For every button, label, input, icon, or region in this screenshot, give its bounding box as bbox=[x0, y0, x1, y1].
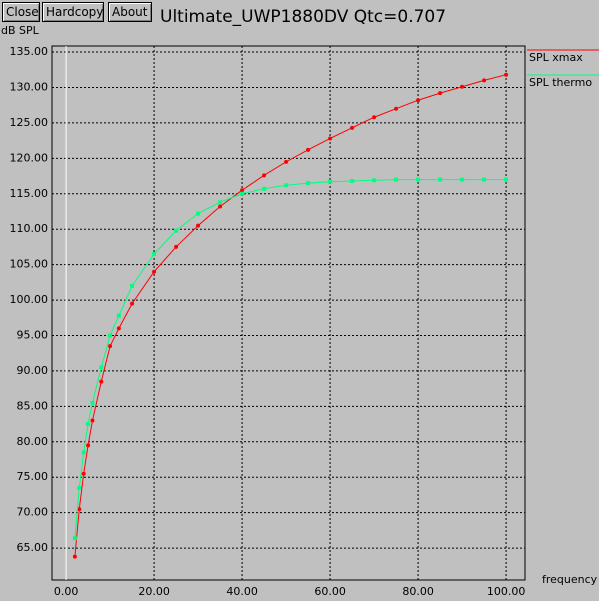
y-tick-label: 90.00 bbox=[17, 364, 49, 377]
y-tick-label: 70.00 bbox=[17, 506, 49, 519]
x-tick-label: 40.00 bbox=[226, 585, 258, 598]
point bbox=[504, 177, 509, 182]
series-line bbox=[74, 74, 507, 557]
point bbox=[306, 147, 311, 152]
point bbox=[394, 177, 399, 182]
point bbox=[240, 191, 245, 196]
series-line bbox=[74, 179, 507, 539]
y-tick-label: 95.00 bbox=[17, 329, 49, 342]
close-button[interactable]: Close bbox=[2, 2, 40, 22]
point bbox=[99, 365, 104, 370]
point bbox=[77, 485, 82, 490]
point bbox=[372, 115, 377, 120]
legend-label: SPL thermo bbox=[529, 76, 592, 89]
point bbox=[174, 244, 179, 249]
point bbox=[152, 252, 157, 257]
y-tick-label: 65.00 bbox=[17, 541, 49, 554]
legend-label: SPL xmax bbox=[529, 51, 583, 64]
y-tick-label: 125.00 bbox=[10, 116, 49, 129]
point bbox=[196, 223, 201, 228]
point bbox=[328, 179, 333, 184]
point bbox=[350, 125, 355, 130]
point bbox=[438, 177, 443, 182]
point bbox=[284, 159, 289, 164]
point bbox=[416, 177, 421, 182]
y-tick-label: 75.00 bbox=[17, 470, 49, 483]
point bbox=[262, 186, 267, 191]
point bbox=[130, 301, 135, 306]
point bbox=[152, 269, 157, 274]
point bbox=[438, 91, 443, 96]
y-tick-label: 135.00 bbox=[10, 45, 49, 58]
hardcopy-button[interactable]: Hardcopy bbox=[42, 2, 104, 22]
point bbox=[262, 173, 267, 178]
point bbox=[130, 283, 135, 288]
point bbox=[240, 188, 245, 193]
point bbox=[394, 106, 399, 111]
point bbox=[174, 228, 179, 233]
point bbox=[99, 379, 104, 384]
point bbox=[350, 179, 355, 184]
point bbox=[108, 344, 113, 349]
y-tick-label: 120.00 bbox=[10, 151, 49, 164]
point bbox=[218, 200, 223, 205]
about-button[interactable]: About bbox=[108, 2, 152, 22]
x-tick-label: 80.00 bbox=[402, 585, 434, 598]
point bbox=[81, 471, 86, 476]
x-tick-label: 0.00 bbox=[54, 585, 79, 598]
point bbox=[460, 177, 465, 182]
chart-title: Ultimate_UWP1880DV Qtc=0.707 bbox=[160, 7, 446, 27]
y-tick-label: 105.00 bbox=[10, 258, 49, 271]
point bbox=[81, 450, 86, 455]
y-axis-label: dB SPL bbox=[1, 24, 40, 37]
y-tick-label: 110.00 bbox=[10, 222, 49, 235]
y-tick-label: 80.00 bbox=[17, 435, 49, 448]
x-axis-label: frequency bbox=[542, 573, 598, 586]
point bbox=[482, 177, 487, 182]
point bbox=[108, 333, 113, 338]
point bbox=[116, 313, 121, 318]
point bbox=[72, 554, 77, 559]
point bbox=[482, 78, 487, 83]
point bbox=[90, 418, 95, 423]
y-tick-label: 130.00 bbox=[10, 80, 49, 93]
plot-frame bbox=[51, 45, 526, 581]
x-tick-label: 60.00 bbox=[314, 585, 346, 598]
x-tick-label: 20.00 bbox=[138, 585, 170, 598]
point bbox=[504, 72, 509, 77]
x-tick-label: 100.00 bbox=[487, 585, 526, 598]
y-tick-label: 115.00 bbox=[10, 187, 49, 200]
point bbox=[460, 84, 465, 89]
point bbox=[90, 400, 95, 405]
point bbox=[77, 507, 82, 512]
point bbox=[116, 326, 121, 331]
point bbox=[72, 536, 77, 541]
point bbox=[86, 422, 91, 427]
point bbox=[328, 136, 333, 141]
point bbox=[218, 204, 223, 209]
point bbox=[86, 443, 91, 448]
y-tick-label: 100.00 bbox=[10, 293, 49, 306]
point bbox=[416, 98, 421, 103]
point bbox=[372, 178, 377, 183]
y-tick-label: 85.00 bbox=[17, 399, 49, 412]
point bbox=[306, 181, 311, 186]
point bbox=[284, 183, 289, 188]
point bbox=[196, 211, 201, 216]
